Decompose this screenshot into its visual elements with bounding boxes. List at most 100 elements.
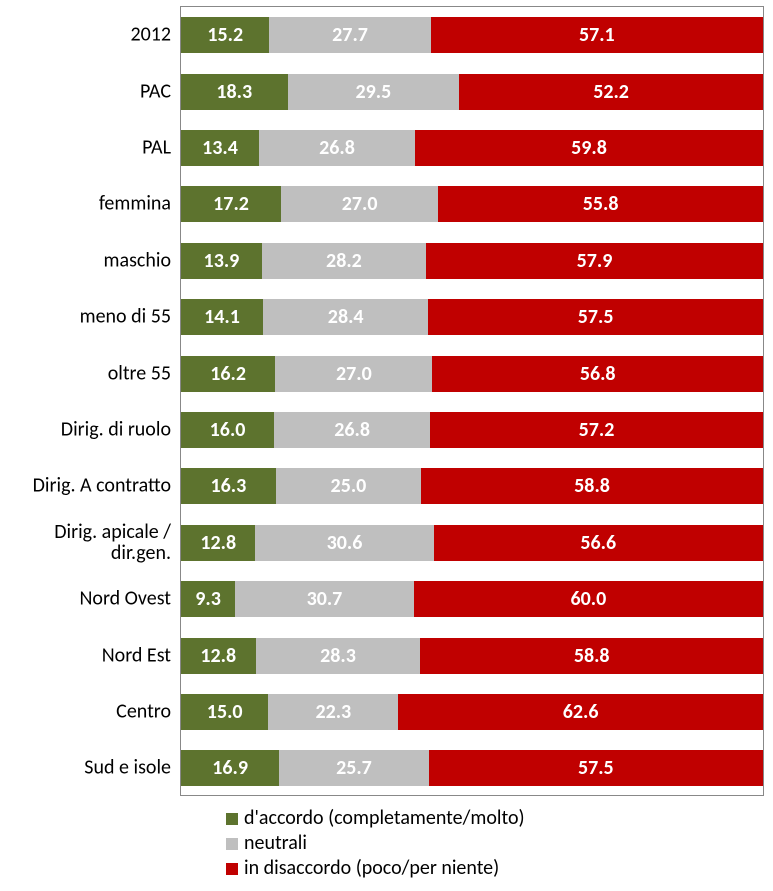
bar-row: Centro15.022.362.6 (181, 694, 763, 730)
bar-value: 62.6 (563, 700, 599, 724)
bar-value: 16.3 (210, 474, 246, 498)
bar-value: 17.2 (213, 192, 249, 216)
bar-disagree: 62.6 (398, 694, 763, 730)
bar-agree: 18.3 (181, 74, 288, 110)
bar-value: 16.2 (210, 362, 246, 386)
bar-neutral: 28.4 (263, 299, 428, 335)
bar-value: 27.0 (342, 192, 378, 216)
bar-row: 201215.227.757.1 (181, 17, 763, 53)
bar-value: 9.3 (195, 587, 221, 611)
bar-row: Nord Est12.828.358.8 (181, 638, 763, 674)
bar-value: 13.9 (204, 249, 240, 273)
bar-neutral: 26.8 (274, 412, 430, 448)
category-label: 2012 (3, 25, 181, 46)
bar-disagree: 57.9 (426, 243, 763, 279)
stacked-bar-chart: 2012 15.2 27.7 57.1 PAC 18.3 29.5 52.2 PAL 13.4 26… (0, 0, 773, 891)
bar-neutral: 26.8 (259, 130, 415, 166)
bar-value: 57.5 (578, 756, 614, 780)
legend-label: in disaccordo (poco/per niente) (244, 856, 499, 881)
bar-row: oltre 5516.227.056.8 (181, 356, 763, 392)
legend-item: neutrali (226, 831, 307, 856)
bar-agree: 16.3 (181, 468, 276, 504)
category-label: meno di 55 (3, 307, 181, 328)
category-label: femmina (3, 194, 181, 215)
bar-value: 58.8 (574, 474, 610, 498)
bar-neutral: 27.7 (269, 17, 430, 53)
bar-disagree: 58.8 (421, 468, 763, 504)
bar-disagree: 57.5 (428, 299, 763, 335)
bar-agree: 13.4 (181, 130, 259, 166)
bar-row: Dirig. A contratto16.325.058.8 (181, 468, 763, 504)
bar-value: 13.4 (202, 136, 238, 160)
bar-disagree: 58.8 (420, 638, 763, 674)
bar-value: 28.2 (326, 249, 362, 273)
bar-value: 28.4 (328, 305, 364, 329)
bar-value: 27.0 (336, 362, 372, 386)
category-label: oltre 55 (3, 363, 181, 384)
category-label: maschio (3, 250, 181, 271)
bar-row: maschio13.928.257.9 (181, 243, 763, 279)
bar-agree: 12.8 (181, 638, 256, 674)
bar-value: 58.8 (574, 644, 610, 668)
bar-value: 56.8 (580, 362, 616, 386)
bar-value: 15.2 (207, 23, 243, 47)
bar-neutral: 22.3 (268, 694, 398, 730)
category-label: Nord Ovest (3, 589, 181, 610)
bar-row: PAC18.329.552.2 (181, 74, 763, 110)
bar-agree: 9.3 (181, 581, 235, 617)
bar-value: 30.6 (327, 531, 363, 555)
bar-row: Dirig. apicale / dir.gen.12.830.656.6 (181, 525, 763, 561)
bar-value: 30.7 (307, 587, 343, 611)
bar-row: PAL13.426.859.8 (181, 130, 763, 166)
legend-label: d'accordo (completamente/molto) (244, 806, 525, 831)
bar-agree: 14.1 (181, 299, 263, 335)
bar-disagree: 55.8 (438, 186, 763, 222)
plot-area: 201215.227.757.1PAC18.329.552.2PAL13.426… (180, 6, 764, 796)
bar-value: 12.8 (200, 531, 236, 555)
bar-agree: 15.0 (181, 694, 268, 730)
bar-disagree: 56.6 (434, 525, 763, 561)
bar-agree: 13.9 (181, 243, 262, 279)
bar-agree: 16.9 (181, 750, 279, 786)
bar-row: Nord Ovest9.330.760.0 (181, 581, 763, 617)
bar-neutral: 25.0 (276, 468, 421, 504)
bar-agree: 16.0 (181, 412, 274, 448)
bar-row: Dirig. di ruolo16.026.857.2 (181, 412, 763, 448)
bar-value: 25.0 (331, 474, 367, 498)
category-label: Nord Est (3, 645, 181, 666)
bar-row: Sud e isole16.925.757.5 (181, 750, 763, 786)
bar-value: 57.1 (579, 23, 615, 47)
bar-disagree: 56.8 (432, 356, 763, 392)
legend-item: d'accordo (completamente/molto) (226, 806, 525, 831)
bar-value: 12.8 (200, 644, 236, 668)
bar-neutral: 25.7 (279, 750, 428, 786)
bar-value: 55.8 (583, 192, 619, 216)
category-label: Centro (3, 702, 181, 723)
bar-value: 16.9 (212, 756, 248, 780)
bar-agree: 12.8 (181, 525, 255, 561)
bar-value: 52.2 (593, 80, 629, 104)
bar-value: 25.7 (336, 756, 372, 780)
bar-value: 27.7 (332, 23, 368, 47)
bar-value: 29.5 (355, 80, 391, 104)
bar-neutral: 27.0 (281, 186, 438, 222)
bar-value: 22.3 (315, 700, 351, 724)
bar-value: 16.0 (210, 418, 246, 442)
bar-value: 57.2 (579, 418, 615, 442)
legend-swatch (226, 838, 238, 850)
bar-agree: 17.2 (181, 186, 281, 222)
bar-value: 26.8 (319, 136, 355, 160)
category-label: PAL (3, 138, 181, 159)
bar-neutral: 28.3 (256, 638, 421, 674)
bar-value: 15.0 (207, 700, 243, 724)
bar-disagree: 57.1 (431, 17, 763, 53)
bar-value: 60.0 (571, 587, 607, 611)
category-label: PAC (3, 81, 181, 102)
bar-value: 18.3 (216, 80, 252, 104)
legend-label: neutrali (244, 831, 307, 856)
bar-value: 26.8 (334, 418, 370, 442)
bar-value: 57.5 (578, 305, 614, 329)
bar-disagree: 57.2 (430, 412, 763, 448)
bar-row: meno di 5514.128.457.5 (181, 299, 763, 335)
bar-value: 57.9 (577, 249, 613, 273)
